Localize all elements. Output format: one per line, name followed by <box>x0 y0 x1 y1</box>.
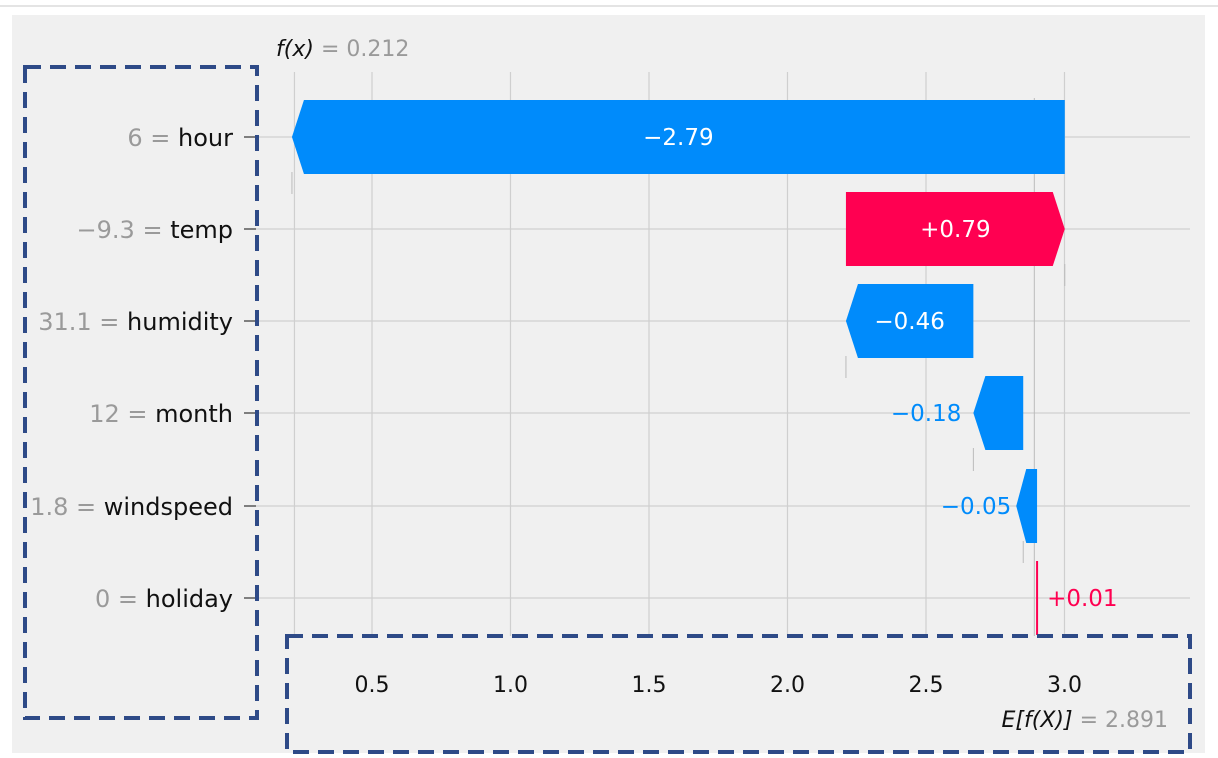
axis-highlight-box <box>285 634 1192 754</box>
feature-label: 6 = hour <box>127 124 233 152</box>
feature-name: hour <box>178 124 233 152</box>
feature-name: temp <box>170 216 233 244</box>
expected-value-label: E[f(X)] = 2.891 <box>1002 708 1168 733</box>
fx-name: f(x) <box>276 37 314 62</box>
feature-value: 1.8 = <box>30 493 104 521</box>
feature-value: 12 = <box>89 400 155 428</box>
expected-value: 2.891 <box>1105 708 1168 733</box>
feature-label: 0 = holiday <box>95 585 233 613</box>
feature-name: holiday <box>146 585 233 613</box>
x-tick-label: 1.5 <box>632 673 667 698</box>
x-axis-ticks: 0.5 1.0 1.5 2.0 2.5 3.0 <box>355 673 1083 698</box>
bar-value-label: −0.18 <box>891 401 961 427</box>
fx-label: f(x) = 0.212 <box>276 37 409 62</box>
feature-bar <box>845 284 974 358</box>
bars-layer <box>291 100 1065 635</box>
x-tick-label: 3.0 <box>1047 673 1082 698</box>
feature-bar <box>1016 469 1038 543</box>
feature-value: 0 = <box>95 585 146 613</box>
expected-name: E[f(X)] <box>1002 708 1073 733</box>
feature-label: 31.1 = humidity <box>38 308 233 336</box>
features-highlight-box <box>23 65 259 720</box>
x-tick-label: 2.5 <box>909 673 944 698</box>
feature-label: −9.3 = temp <box>77 216 233 244</box>
top-border <box>0 0 1218 7</box>
bar-value-label: −0.05 <box>941 494 1011 520</box>
feature-name: humidity <box>127 308 233 336</box>
fx-value: 0.212 <box>346 37 409 62</box>
feature-label: 1.8 = windspeed <box>30 493 233 521</box>
bar-value-label: +0.79 <box>920 217 990 243</box>
bar-value-label: +0.01 <box>1047 586 1117 612</box>
feature-value: 31.1 = <box>38 308 127 336</box>
feature-bar <box>845 192 1065 266</box>
x-tick-label: 2.0 <box>770 673 805 698</box>
feature-value: 6 = <box>127 124 178 152</box>
feature-value: −9.3 = <box>77 216 171 244</box>
labels-layer: −2.79 6 = hour +0.79 −9.3 = temp −0.46 31.1 =… <box>30 124 1117 613</box>
x-tick-label: 0.5 <box>355 673 390 698</box>
bar-value-label: −2.79 <box>643 125 713 151</box>
feature-bar <box>291 100 1065 174</box>
feature-name: month <box>155 400 233 428</box>
bar-value-label: −0.46 <box>874 309 944 335</box>
feature-bar <box>973 376 1024 450</box>
x-tick-label: 1.0 <box>493 673 528 698</box>
feature-label: 12 = month <box>89 400 233 428</box>
feature-name: windspeed <box>104 493 233 521</box>
